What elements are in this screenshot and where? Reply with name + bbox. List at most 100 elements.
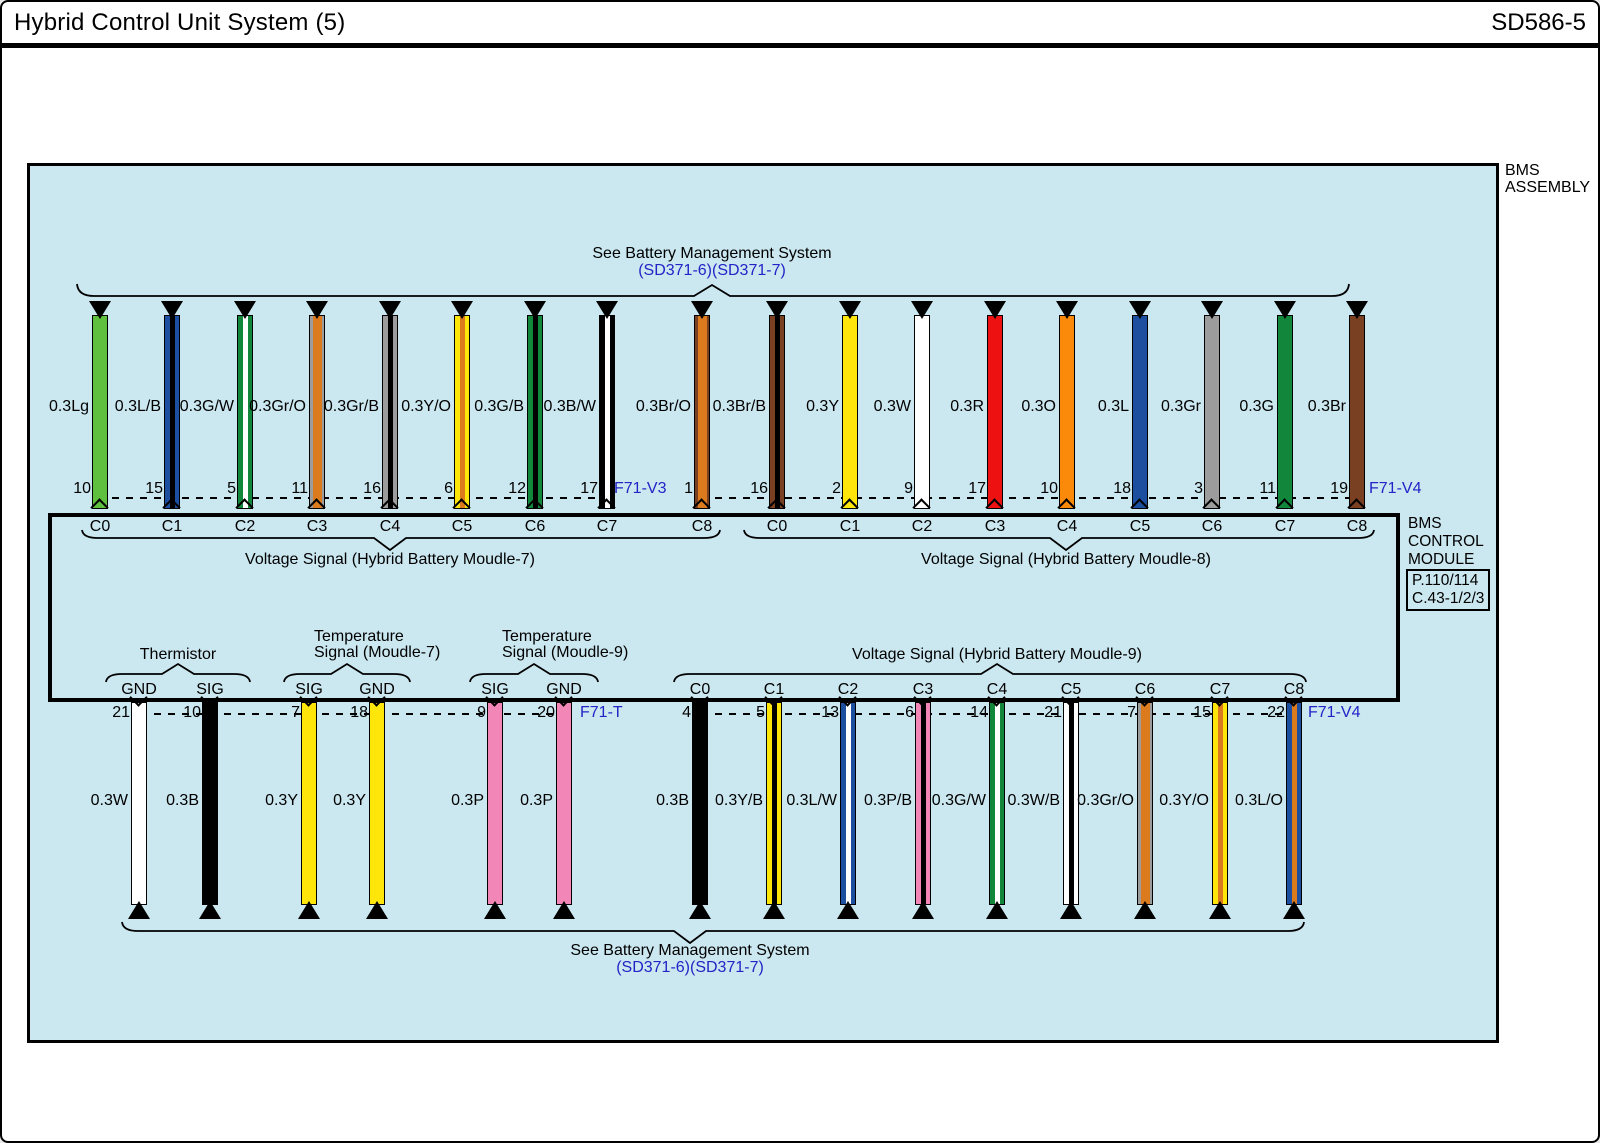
wire-color-label: 0.3R xyxy=(950,398,984,415)
top-banner-refs: (SD371-6)(SD371-7) xyxy=(638,262,786,279)
wire-band xyxy=(382,315,398,509)
direction-arrow-icon xyxy=(839,301,861,319)
wire-band xyxy=(202,702,218,905)
direction-arrow-icon xyxy=(1346,301,1368,319)
pin-number: 5 xyxy=(756,704,765,721)
group-label-thermistor: Thermistor xyxy=(139,646,217,663)
pin-number: 9 xyxy=(477,704,486,721)
group-label-module7: Voltage Signal (Hybrid Battery Moudle-7) xyxy=(245,551,535,568)
wire-color-label: 0.3P xyxy=(520,792,553,809)
direction-arrow-icon xyxy=(984,301,1006,319)
wire-color-label: 0.3B xyxy=(166,792,199,809)
terminal-label: C8 xyxy=(1283,681,1305,698)
pin-number: 18 xyxy=(1113,480,1131,497)
wire-color-label: 0.3L/W xyxy=(786,792,837,809)
pin-number: 11 xyxy=(1259,480,1276,497)
direction-arrow-icon xyxy=(837,901,859,919)
terminal-label: SIG xyxy=(295,681,323,698)
bottom-banner-text: See Battery Management System xyxy=(570,942,810,959)
direction-arrow-icon xyxy=(691,301,713,319)
bms-assembly-box xyxy=(27,163,1499,1043)
pin-number: 16 xyxy=(750,480,768,497)
page-title: Hybrid Control Unit System (5) xyxy=(14,9,346,36)
terminal-label: C1 xyxy=(161,518,183,535)
direction-arrow-icon xyxy=(1060,901,1082,919)
wire-color-label: 0.3Y/B xyxy=(714,792,763,809)
pin-number: 3 xyxy=(1194,480,1203,497)
terminal-label: C4 xyxy=(986,681,1008,698)
terminal-label: GND xyxy=(546,681,582,698)
wire-stripe xyxy=(1291,703,1297,904)
wire-stripe xyxy=(604,316,610,508)
wire-color-label: 0.3G/W xyxy=(179,398,234,415)
pin-number: 18 xyxy=(350,704,368,721)
wire-stripe xyxy=(771,703,777,904)
wire-stripe xyxy=(845,703,851,904)
terminal-label: C0 xyxy=(766,518,788,535)
terminal-label: C7 xyxy=(596,518,618,535)
wire-color-label: 0.3Br xyxy=(1307,398,1346,415)
wire-color-label: 0.3Br/B xyxy=(712,398,766,415)
wire-color-label: 0.3G/B xyxy=(474,398,524,415)
wire-color-label: 0.3Br/O xyxy=(635,398,691,415)
connector-dashed-line-f71-v4-top xyxy=(701,497,1364,499)
module-reference-box: P.110/114 C.43-1/2/3 xyxy=(1406,569,1491,611)
terminal-label: C8 xyxy=(691,518,713,535)
wire-stripe xyxy=(532,316,538,508)
pin-number: 12 xyxy=(508,480,526,497)
terminal-label: C6 xyxy=(1134,681,1156,698)
direction-arrow-icon xyxy=(911,301,933,319)
terminal-label: C7 xyxy=(1274,518,1296,535)
direction-arrow-icon xyxy=(912,901,934,919)
connector-dashed-line-f71-t xyxy=(140,713,574,715)
pin-number: 6 xyxy=(444,480,453,497)
terminal-label: C5 xyxy=(451,518,473,535)
wire-band xyxy=(556,702,572,905)
direction-arrow-icon xyxy=(1201,301,1223,319)
wire-color-label: 0.3W xyxy=(90,792,128,809)
connector-label-f71-v4-bottom: F71-V4 xyxy=(1308,704,1361,721)
terminal-label: C4 xyxy=(379,518,401,535)
direction-arrow-icon xyxy=(298,901,320,919)
wire-stripe xyxy=(459,316,465,508)
direction-arrow-icon xyxy=(379,301,401,319)
pin-number: 15 xyxy=(145,480,163,497)
direction-arrow-icon xyxy=(1274,301,1296,319)
wire-color-label: 0.3Y/O xyxy=(401,398,451,415)
direction-arrow-icon xyxy=(553,901,575,919)
wire-color-label: 0.3Gr xyxy=(1160,398,1201,415)
direction-arrow-icon xyxy=(128,901,150,919)
pin-number: 10 xyxy=(1040,480,1058,497)
wire-color-label: 0.3Gr/O xyxy=(249,398,306,415)
terminal-label: C3 xyxy=(912,681,934,698)
connector-dashed-line-f71-v3 xyxy=(98,497,609,499)
wire-stripe xyxy=(1140,703,1150,904)
terminal-label: C8 xyxy=(1346,518,1368,535)
wire-color-label: 0.3B/W xyxy=(543,398,596,415)
direction-arrow-icon xyxy=(1056,301,1078,319)
wire-color-label: 0.3Y/O xyxy=(1159,792,1209,809)
pin-number: 7 xyxy=(1127,704,1136,721)
wire-stripe xyxy=(774,316,780,508)
pin-number: 10 xyxy=(73,480,91,497)
wire-band xyxy=(766,702,782,905)
wire-color-label: 0.3G/W xyxy=(931,792,986,809)
group-label-module9: Voltage Signal (Hybrid Battery Moudle-9) xyxy=(852,646,1142,663)
wire-stripe xyxy=(387,316,393,508)
wire-band xyxy=(237,315,253,509)
wire-band xyxy=(1286,702,1302,905)
pin-number: 20 xyxy=(537,704,555,721)
direction-arrow-icon xyxy=(234,301,256,319)
connector-label-f71-t: F71-T xyxy=(580,704,623,721)
wire-color-label: 0.3Gr/O xyxy=(1077,792,1134,809)
direction-arrow-icon xyxy=(1283,901,1305,919)
direction-arrow-icon xyxy=(1209,901,1231,919)
direction-arrow-icon xyxy=(161,301,183,319)
wire-stripe xyxy=(242,316,248,508)
direction-arrow-icon xyxy=(763,901,785,919)
bms-control-module-label: BMS CONTROL MODULE xyxy=(1408,515,1484,568)
pin-number: 9 xyxy=(904,480,913,497)
connector-label-f71-v3: F71-V3 xyxy=(614,480,667,497)
pin-number: 16 xyxy=(363,480,381,497)
